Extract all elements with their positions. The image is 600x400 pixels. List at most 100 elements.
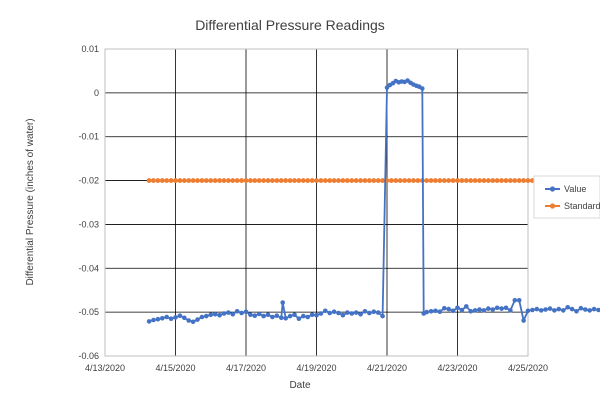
standard-point — [151, 178, 156, 183]
value-point — [204, 313, 209, 319]
y-tick-label: -0.03 — [78, 219, 99, 229]
y-axis-ticks: 0.01 0 -0.01 -0.02 -0.03 -0.04 -0.05 -0.06 — [78, 44, 99, 361]
value-series — [146, 78, 600, 325]
value-point — [587, 308, 592, 313]
value-point — [340, 312, 346, 318]
standard-point — [336, 178, 341, 183]
value-point — [243, 309, 249, 315]
x-tick-label: 4/23/2020 — [437, 363, 477, 373]
value-point — [323, 308, 328, 314]
value-point — [353, 310, 359, 315]
value-point — [226, 310, 231, 315]
standard-point — [468, 178, 474, 183]
standard-point — [212, 178, 218, 183]
value-point — [234, 309, 240, 314]
standard-point — [459, 178, 465, 183]
standard-point — [485, 178, 491, 183]
value-point — [561, 308, 566, 313]
standard-point — [186, 178, 192, 183]
standard-point — [424, 178, 430, 183]
standard-point — [521, 178, 526, 183]
standard-point — [248, 178, 253, 183]
standard-point — [322, 178, 328, 183]
value-point — [208, 312, 214, 318]
standard-point — [371, 178, 377, 183]
standard-point — [300, 178, 306, 183]
value-point — [261, 313, 266, 319]
standard-point — [331, 178, 337, 183]
standard-point — [203, 178, 209, 183]
value-point — [508, 308, 513, 313]
standard-point — [499, 178, 504, 183]
value-point — [420, 86, 425, 91]
standard-point — [406, 178, 412, 183]
standard-point — [225, 178, 231, 183]
value-point — [494, 305, 500, 311]
value-point — [565, 305, 570, 310]
standard-point — [278, 178, 284, 183]
value-point — [274, 313, 280, 319]
value-point — [490, 307, 496, 312]
value-point — [248, 312, 253, 318]
value-point — [182, 315, 187, 321]
standard-point — [415, 178, 421, 183]
standard-point — [221, 178, 227, 183]
standard-point — [411, 178, 416, 183]
standard-point — [327, 178, 333, 183]
standard-point — [490, 178, 496, 183]
value-point — [230, 312, 236, 317]
value-point — [349, 311, 355, 316]
gridlines — [104, 48, 529, 357]
value-point — [437, 309, 443, 315]
standard-point — [261, 178, 267, 183]
value-point — [168, 316, 174, 322]
standard-point — [159, 178, 165, 183]
value-point — [547, 306, 553, 311]
standard-point — [155, 178, 161, 183]
value-point — [221, 311, 227, 316]
legend-box — [533, 175, 600, 219]
standard-point — [318, 178, 324, 183]
standard-point — [446, 178, 452, 183]
legend-standard-label: Standard — [564, 201, 600, 211]
value-point — [512, 298, 518, 303]
value-point — [521, 318, 526, 323]
standard-point — [283, 178, 289, 183]
value-point — [212, 312, 218, 317]
standard-point — [455, 178, 460, 183]
value-point — [534, 306, 540, 312]
x-tick-label: 4/21/2020 — [367, 363, 407, 373]
standard-point — [397, 178, 403, 183]
y-tick-label: 0.01 — [81, 44, 99, 54]
plot-area — [104, 48, 529, 357]
standard-point — [340, 178, 346, 183]
standard-point — [274, 178, 280, 183]
standard-point — [389, 178, 394, 183]
legend-value-label: Value — [564, 184, 586, 194]
value-point — [459, 307, 465, 313]
value-point — [239, 310, 244, 316]
standard-series — [146, 178, 600, 183]
standard-point — [494, 178, 500, 183]
value-point — [173, 315, 178, 320]
value-point — [146, 319, 152, 324]
value-point — [371, 309, 377, 315]
value-point — [292, 312, 297, 318]
standard-point — [234, 178, 240, 183]
standard-point — [292, 178, 297, 183]
standard-point — [402, 178, 408, 183]
value-point — [450, 308, 456, 314]
standard-point — [516, 178, 522, 183]
value-point — [362, 309, 368, 314]
value-point — [336, 310, 341, 316]
standard-point — [380, 178, 385, 183]
standard-point — [243, 178, 249, 183]
value-point — [380, 313, 385, 319]
value-point — [309, 312, 315, 318]
value-point — [314, 312, 319, 318]
value-point — [287, 313, 293, 319]
standard-point — [428, 178, 434, 183]
value-point — [424, 309, 430, 315]
standard-point — [512, 178, 518, 183]
x-tick-label: 4/25/2020 — [508, 363, 548, 373]
